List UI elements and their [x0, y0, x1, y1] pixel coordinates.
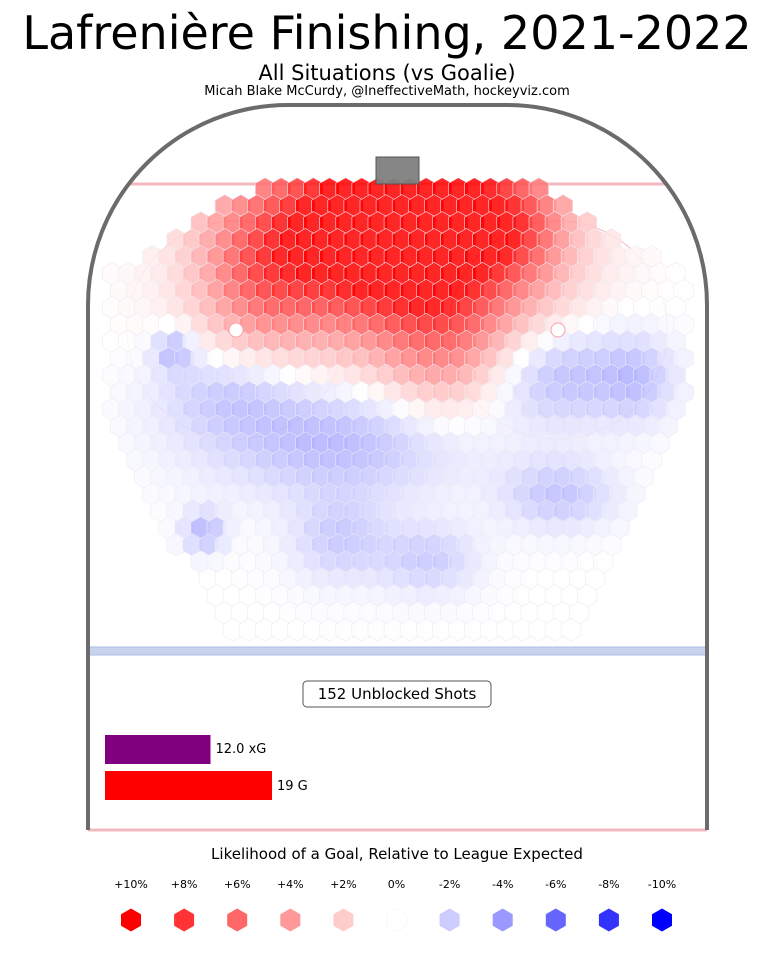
legend-swatch	[333, 908, 354, 932]
chart-title: Lafrenière Finishing, 2021-2022	[22, 6, 752, 60]
hex-grid	[102, 177, 694, 642]
chart-credit: Micah Blake McCurdy, @IneffectiveMath, h…	[204, 84, 570, 99]
hex-bin	[560, 618, 582, 642]
legend-swatch	[227, 908, 248, 932]
legend-swatch	[545, 908, 566, 932]
legend-title: Likelihood of a Goal, Relative to League…	[211, 845, 583, 863]
legend-swatch	[386, 908, 407, 932]
legend-swatch	[652, 908, 672, 932]
blue-line	[87, 646, 708, 656]
shots-box	[302, 680, 492, 708]
legend-swatch	[439, 908, 460, 932]
legend-swatch	[492, 908, 513, 932]
xg-bar	[105, 735, 211, 764]
goal-net	[375, 156, 420, 185]
rink-boards	[86, 103, 709, 830]
legend-swatch	[280, 908, 301, 932]
legend-label: +6%	[224, 878, 251, 891]
legend-label: +8%	[171, 878, 198, 891]
legend-label: +4%	[277, 878, 304, 891]
legend-swatch	[121, 908, 141, 932]
goals-label: 19 G	[277, 779, 308, 794]
xg-label: 12.0 xG	[216, 742, 267, 757]
legend-swatch	[174, 908, 195, 932]
legend-label: -2%	[439, 878, 460, 891]
chart-subtitle: All Situations (vs Goalie)	[258, 61, 516, 85]
legend-label: -4%	[492, 878, 513, 891]
legend-label: -10%	[648, 878, 676, 891]
faceoff-dot-right	[550, 322, 566, 338]
shots-label: 152 Unblocked Shots	[318, 685, 477, 703]
legend-swatch	[598, 908, 619, 932]
faceoff-dot-left	[228, 322, 244, 338]
legend: +10% +8% +6% +4% +2% 0% -2% -4% -6% -8% -10%	[114, 878, 676, 932]
legend-label: -6%	[545, 878, 566, 891]
legend-label: -8%	[598, 878, 619, 891]
legend-label: +2%	[330, 878, 357, 891]
legend-label: +10%	[114, 878, 148, 891]
legend-label: 0%	[388, 878, 405, 891]
goals-bar	[105, 771, 272, 800]
